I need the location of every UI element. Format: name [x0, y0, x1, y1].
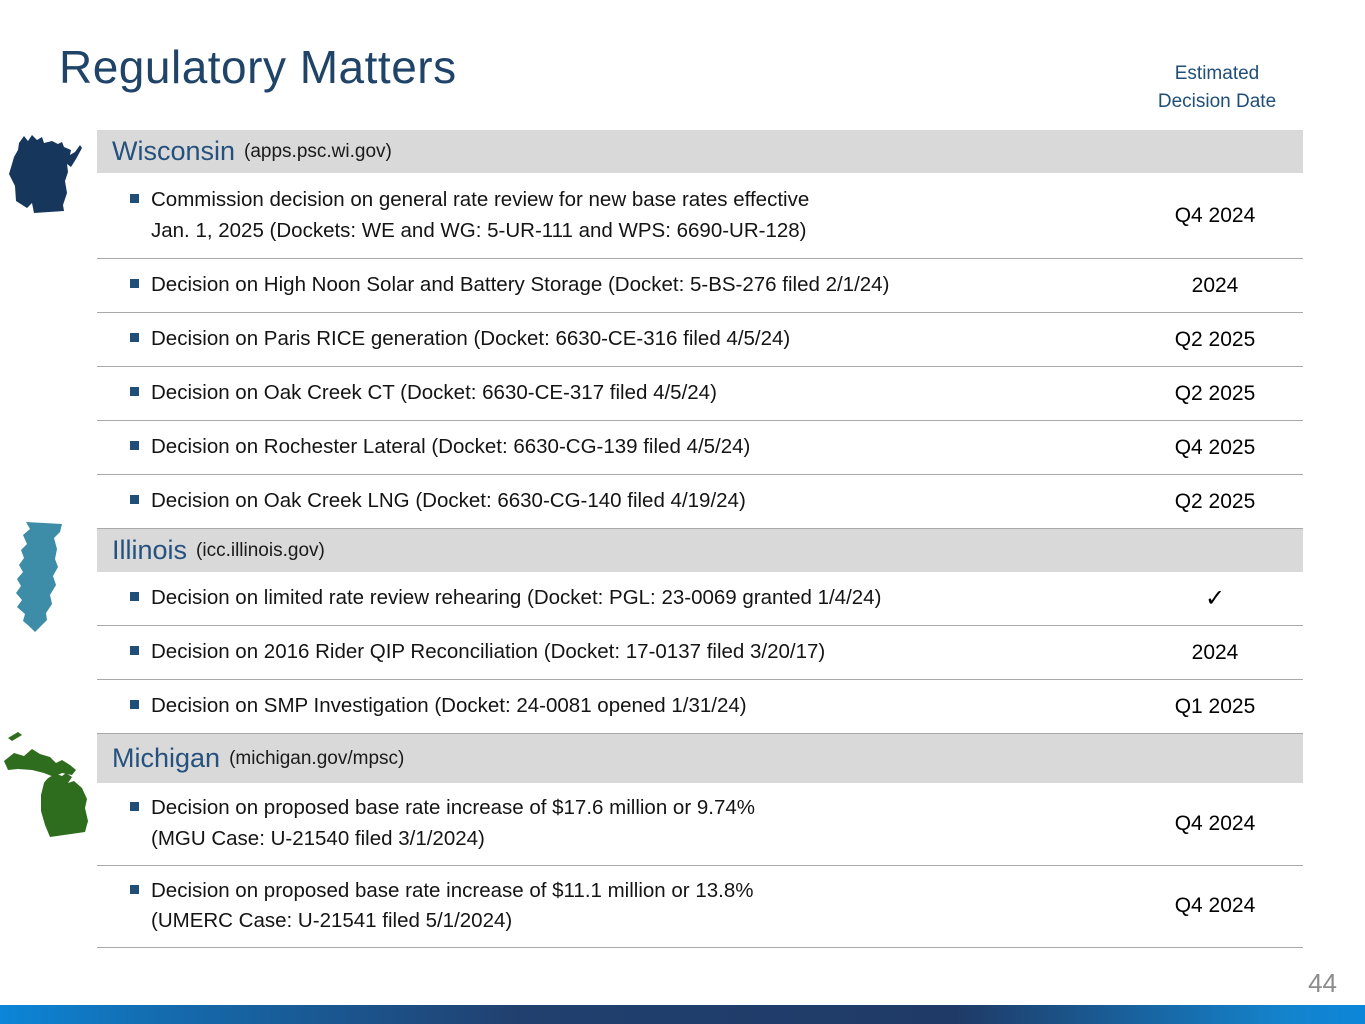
bullet-icon [130, 884, 139, 894]
date-column-header-line2: Decision Date [1157, 90, 1277, 112]
section-header-illinois: Illinois (icc.illinois.gov) [97, 529, 1303, 572]
row-text: Commission decision on general rate revi… [151, 187, 810, 242]
wisconsin-state-icon [9, 135, 82, 213]
bullet-icon [130, 592, 139, 602]
row-description: Decision on Oak Creek CT (Docket: 6630-C… [97, 368, 1127, 419]
michigan-state-icon [4, 732, 88, 837]
bullet-icon [130, 646, 139, 656]
bullet-icon [130, 441, 139, 451]
row-text: Decision on limited rate review rehearin… [151, 586, 882, 610]
bullet-icon [130, 193, 139, 203]
table-row: Decision on Paris RICE generation (Docke… [97, 313, 1303, 367]
date-column-header-line1: Estimated [1174, 63, 1260, 84]
section-name: Illinois [112, 535, 188, 565]
bullet-icon [130, 387, 139, 397]
row-estimated-date-checkmark-icon: ✓ [1204, 585, 1226, 612]
bullet-icon [130, 333, 139, 343]
row-description: Decision on proposed base rate increase … [97, 866, 1127, 948]
table-row: Decision on 2016 Rider QIP Reconciliatio… [97, 626, 1303, 680]
row-text: Decision on Rochester Lateral (Docket: 6… [151, 435, 751, 459]
row-estimated-date: Q1 2025 [1174, 694, 1256, 718]
table-row: Decision on Oak Creek CT (Docket: 6630-C… [97, 367, 1303, 421]
page-title: Regulatory Matters [59, 41, 457, 93]
row-text: Decision on High Noon Solar and Battery … [151, 273, 890, 297]
table-row: Decision on limited rate review rehearin… [97, 572, 1303, 626]
row-estimated-date: Q4 2024 [1174, 203, 1256, 227]
row-description: Decision on SMP Investigation (Docket: 2… [97, 681, 1127, 732]
regulatory-table: Wisconsin (apps.psc.wi.gov) Commission d… [97, 130, 1303, 948]
row-text: Decision on proposed base rate increase … [151, 796, 755, 850]
table-row: Decision on proposed base rate increase … [97, 783, 1303, 866]
row-text: Decision on SMP Investigation (Docket: 2… [151, 694, 747, 718]
row-description: Decision on Rochester Lateral (Docket: 6… [97, 422, 1127, 473]
section-site: (michigan.gov/mpsc) [229, 747, 405, 769]
bullet-icon [130, 495, 139, 505]
table-row: Decision on Rochester Lateral (Docket: 6… [97, 421, 1303, 475]
table-row: Decision on SMP Investigation (Docket: 2… [97, 680, 1303, 734]
section-header-michigan: Michigan (michigan.gov/mpsc) [97, 734, 1303, 783]
bullet-icon [130, 279, 139, 289]
row-estimated-date: Q4 2024 [1174, 894, 1256, 918]
row-estimated-date: Q2 2025 [1174, 489, 1256, 513]
row-text: Decision on 2016 Rider QIP Reconciliatio… [151, 640, 826, 664]
row-estimated-date: 2024 [1191, 273, 1239, 297]
section-site: (apps.psc.wi.gov) [244, 140, 392, 162]
row-estimated-date: Q4 2024 [1174, 811, 1256, 835]
row-text: Decision on Oak Creek LNG (Docket: 6630-… [151, 489, 746, 513]
row-estimated-date: Q4 2025 [1174, 435, 1256, 459]
table-row: Decision on Oak Creek LNG (Docket: 6630-… [97, 475, 1303, 529]
bullet-icon [130, 802, 139, 811]
row-text: Decision on proposed base rate increase … [151, 878, 754, 933]
row-estimated-date: Q2 2025 [1174, 381, 1256, 405]
section-name: Michigan [112, 743, 221, 773]
row-description: Decision on High Noon Solar and Battery … [97, 260, 1127, 311]
row-text: Decision on Oak Creek CT (Docket: 6630-C… [151, 381, 717, 405]
row-description: Commission decision on general rate revi… [97, 175, 1127, 257]
bullet-icon [130, 700, 139, 710]
row-estimated-date: 2024 [1191, 640, 1239, 664]
row-description: Decision on Oak Creek LNG (Docket: 6630-… [97, 476, 1127, 527]
date-column-header: Estimated Decision Date [1128, 60, 1306, 115]
row-text: Decision on Paris RICE generation (Docke… [151, 327, 791, 351]
section-header-wisconsin: Wisconsin (apps.psc.wi.gov) [97, 130, 1303, 173]
row-description: Decision on limited rate review rehearin… [97, 573, 1127, 624]
row-estimated-date: Q2 2025 [1174, 327, 1256, 351]
row-description: Decision on proposed base rate increase … [97, 783, 1127, 865]
page-number: 44 [1308, 968, 1337, 998]
section-name: Wisconsin [112, 136, 236, 166]
table-row: Decision on High Noon Solar and Battery … [97, 259, 1303, 313]
row-description: Decision on Paris RICE generation (Docke… [97, 314, 1127, 365]
illinois-state-icon [16, 522, 62, 632]
table-row: Decision on proposed base rate increase … [97, 865, 1303, 948]
footer-accent-bar [0, 1005, 1365, 1024]
row-description: Decision on 2016 Rider QIP Reconciliatio… [97, 627, 1127, 678]
section-site: (icc.illinois.gov) [196, 539, 325, 561]
table-row: Commission decision on general rate revi… [97, 173, 1303, 259]
